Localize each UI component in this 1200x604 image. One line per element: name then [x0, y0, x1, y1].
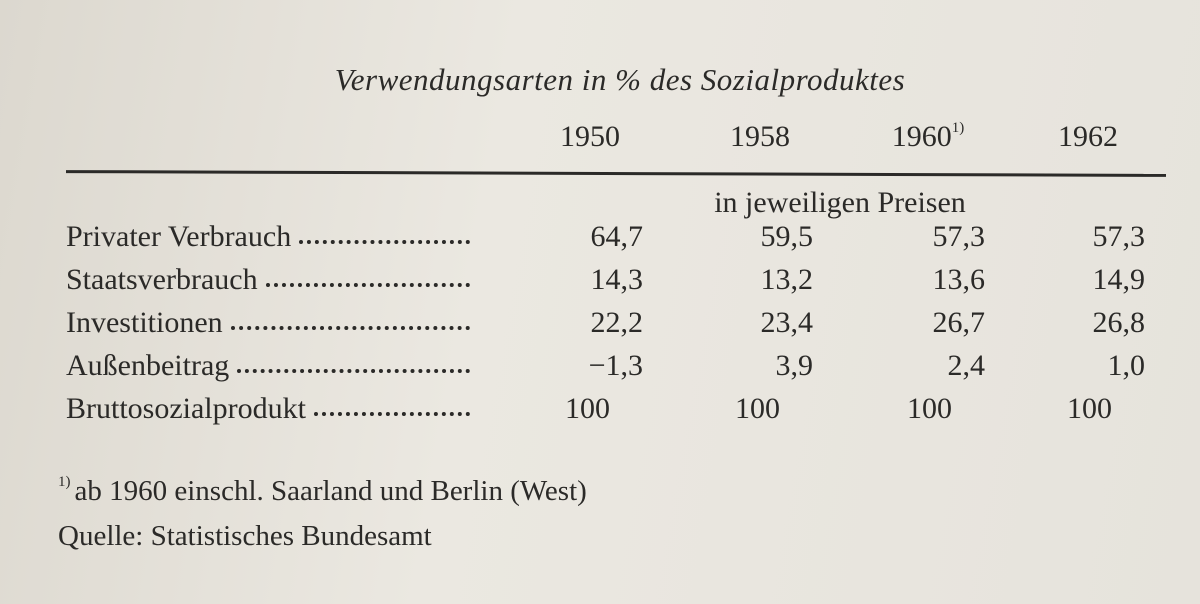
- column-year: 1960: [891, 120, 952, 153]
- cell-value: 23,4: [760, 306, 814, 339]
- cell-value: 1,0: [1107, 349, 1146, 382]
- cell-value: 13,2: [760, 263, 814, 296]
- cell-value: 64,7: [590, 220, 644, 253]
- cell-value: 59,5: [760, 220, 814, 253]
- cell-value: 57,3: [1092, 220, 1146, 253]
- source: Quelle: Statistisches Bundesamt: [58, 520, 432, 552]
- row-label-cell: Staatsverbrauch: [66, 263, 476, 297]
- row-label: Investitionen: [66, 306, 223, 339]
- cell-value: 100: [735, 392, 780, 425]
- column-year: 1950: [560, 120, 620, 153]
- cell-value: 14,9: [1092, 263, 1146, 296]
- cell-value: −1,3: [588, 349, 643, 382]
- dot-leader: [299, 220, 470, 244]
- row-label-cell: Investitionen: [66, 306, 476, 340]
- cell-value: 100: [1067, 392, 1112, 425]
- row-label: Bruttosozialprodukt: [66, 392, 306, 425]
- header-rule: [65, 170, 1167, 177]
- column-header: 1962: [1028, 120, 1148, 154]
- table-row: Investitionen 22,2 23,4 26,7 26,8: [66, 306, 1166, 348]
- cell-value: 100: [907, 392, 952, 425]
- dot-leader: [313, 392, 470, 416]
- cell-value: 13,6: [932, 263, 986, 296]
- row-label: Staatsverbrauch: [66, 263, 258, 296]
- cell-value: 2,4: [947, 349, 986, 382]
- column-header: 1950: [530, 120, 650, 154]
- table-row: Bruttosozialprodukt 100 100 100 100: [66, 392, 1166, 434]
- cell-value: 14,3: [590, 263, 644, 296]
- cell-value: 26,7: [932, 306, 986, 339]
- row-label: Außenbeitrag: [66, 349, 230, 382]
- footnote-marker: 1): [58, 474, 71, 490]
- column-header: 1958: [700, 120, 820, 154]
- subheader: in jeweiligen Preisen: [714, 186, 966, 219]
- dot-leader: [230, 306, 470, 330]
- table-title: Verwendungsarten in % des Sozialprodukte…: [334, 62, 906, 97]
- table-row: Privater Verbrauch 64,7 59,5 57,3 57,3: [66, 220, 1166, 262]
- row-label-cell: Bruttosozialprodukt: [66, 392, 476, 426]
- cell-value: 57,3: [932, 220, 986, 253]
- table-row: Staatsverbrauch 14,3 13,2 13,6 14,9: [66, 263, 1166, 305]
- column-year: 1958: [730, 120, 790, 153]
- cell-value: 22,2: [590, 306, 644, 339]
- column-header: 19601): [868, 120, 988, 154]
- column-note: 1): [951, 120, 965, 136]
- footnote: 1) ab 1960 einschl. Saarland und Berlin (…: [58, 474, 587, 508]
- cell-value: 100: [565, 392, 610, 425]
- row-label-cell: Privater Verbrauch: [66, 220, 476, 254]
- dot-leader: [265, 263, 470, 287]
- column-year: 1962: [1058, 120, 1118, 153]
- dot-leader: [237, 349, 470, 373]
- cell-value: 3,9: [775, 349, 814, 382]
- cell-value: 26,8: [1092, 306, 1146, 339]
- footnote-text: ab 1960 einschl. Saarland und Berlin (We…: [74, 475, 587, 507]
- row-label: Privater Verbrauch: [66, 220, 292, 253]
- row-label-cell: Außenbeitrag: [66, 349, 476, 383]
- table-row: Außenbeitrag −1,3 3,9 2,4 1,0: [66, 349, 1166, 391]
